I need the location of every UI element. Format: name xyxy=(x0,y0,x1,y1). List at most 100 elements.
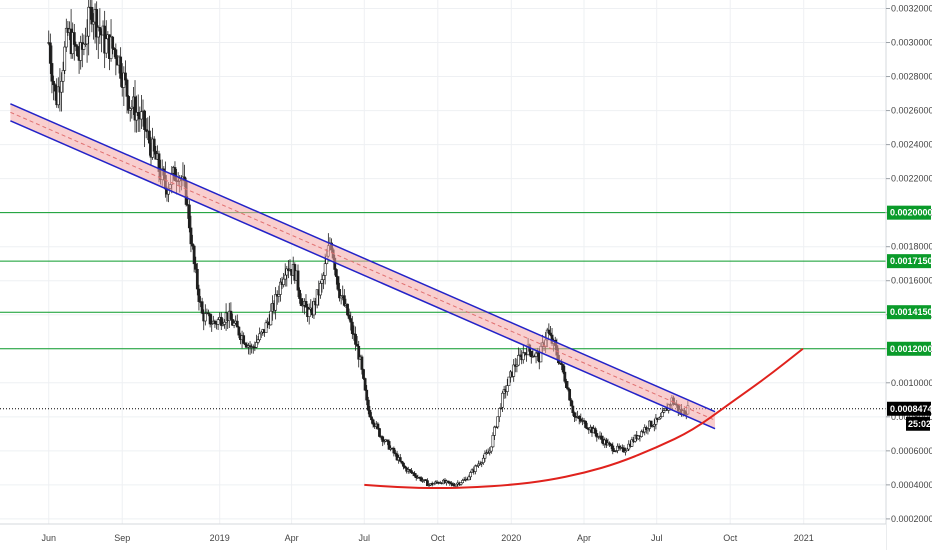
candle-body xyxy=(197,288,201,302)
candle-body xyxy=(143,110,147,130)
candle-body xyxy=(573,412,576,418)
candle-body xyxy=(210,323,214,325)
candles-layer xyxy=(47,0,690,489)
candle-body xyxy=(92,21,95,25)
price-axis[interactable]: 0.0032000 0.0030000 0.0028000 0.0026000 0.00… xyxy=(885,0,932,550)
candle-body xyxy=(579,418,583,422)
candle-body xyxy=(219,316,223,326)
trend-channel-layer[interactable] xyxy=(10,103,716,430)
price-tick-label: 0.0006000 xyxy=(891,446,932,456)
price-tick-label: 0.0022000 xyxy=(891,174,932,184)
candle-body xyxy=(96,27,100,38)
candle-body xyxy=(376,423,380,429)
candle-body xyxy=(611,445,615,452)
candle-body xyxy=(135,112,139,121)
candle-body xyxy=(378,428,381,437)
level-price-label[interactable]: 0.0012000 xyxy=(890,344,932,354)
candle-body xyxy=(593,428,597,434)
time-tick-label: 2020 xyxy=(501,533,521,543)
candle-body xyxy=(394,452,397,455)
candle-body xyxy=(370,416,373,421)
candle-body xyxy=(577,415,581,420)
candle-body xyxy=(264,322,268,333)
time-tick-label: 2021 xyxy=(794,533,814,543)
level-price-label[interactable]: 0.0020000 xyxy=(890,208,932,218)
candle-body xyxy=(76,46,79,57)
candle-body xyxy=(144,129,148,132)
candle-body xyxy=(534,352,538,357)
time-axis[interactable]: Jun Sep 2019 Apr Jul Oct 2020 Apr Jul Oct 2021 xyxy=(0,523,886,550)
candle-body xyxy=(133,96,137,121)
candle-body xyxy=(386,439,389,442)
candle-body xyxy=(515,364,519,367)
time-tick-label: Jul xyxy=(359,533,371,543)
candle-body xyxy=(402,462,405,467)
time-tick-label: Oct xyxy=(723,533,738,543)
candle-body xyxy=(558,362,562,364)
candle-body xyxy=(478,463,482,465)
candle-body xyxy=(529,351,533,358)
candle-body xyxy=(191,243,194,247)
candle-body xyxy=(505,385,509,392)
candle-body xyxy=(136,112,140,116)
level-price-label[interactable]: 0.0014150 xyxy=(890,307,932,317)
candle-body xyxy=(64,27,68,48)
candle-body xyxy=(624,450,627,453)
candle-body xyxy=(403,466,407,469)
time-tick-label: Apr xyxy=(577,533,591,543)
candle-body xyxy=(104,38,108,54)
candle-body xyxy=(512,364,516,377)
candle-body xyxy=(477,463,480,466)
candle-body xyxy=(203,313,207,322)
bar-countdown-label: 25:02 xyxy=(908,419,931,429)
candle-body xyxy=(85,35,89,45)
candle-body xyxy=(285,268,289,276)
level-price-label[interactable]: 0.0017150 xyxy=(890,256,932,266)
candle-body xyxy=(216,319,220,325)
price-tick-label: 0.0010000 xyxy=(891,378,932,388)
candle-body xyxy=(469,472,472,478)
candle-body xyxy=(152,138,156,152)
time-tick-label: 2019 xyxy=(210,533,230,543)
candle-body xyxy=(125,79,129,97)
time-tick-label: Sep xyxy=(114,533,130,543)
time-tick-label: Apr xyxy=(285,533,299,543)
candle-body xyxy=(392,447,396,454)
candle-body xyxy=(571,405,575,414)
price-tick-label: 0.0016000 xyxy=(891,276,932,286)
candle-body xyxy=(483,453,487,459)
candle-body xyxy=(213,320,217,324)
candle-body xyxy=(63,46,67,71)
rounded-bottom-curve[interactable] xyxy=(364,347,804,490)
candle-body xyxy=(489,446,493,452)
trend-channel-upper-line[interactable] xyxy=(10,103,716,413)
price-tick-label: 0.0018000 xyxy=(891,242,932,252)
time-tick-label: Jul xyxy=(651,533,663,543)
horizontal-levels-layer xyxy=(0,212,886,410)
candle-body xyxy=(662,410,666,413)
candle-body xyxy=(646,428,650,431)
candle-body xyxy=(60,81,63,93)
candle-body xyxy=(322,275,325,280)
candle-body xyxy=(195,268,199,290)
trend-channel-lower-line[interactable] xyxy=(10,120,716,430)
candle-body xyxy=(323,263,327,276)
curve-layer[interactable] xyxy=(364,347,804,490)
candle-body xyxy=(448,481,452,484)
candle-body xyxy=(414,475,418,478)
current-price-label[interactable]: 0.0008474 xyxy=(890,404,932,414)
candle-body xyxy=(147,130,151,144)
candle-body xyxy=(282,278,286,285)
candle-body xyxy=(461,480,464,484)
candle-body xyxy=(651,425,655,428)
current-price-label-background xyxy=(887,401,931,416)
candle-body xyxy=(347,314,351,319)
candle-body xyxy=(494,426,498,429)
candle-body xyxy=(568,389,572,401)
candle-body xyxy=(549,332,552,336)
candle-body xyxy=(614,450,618,452)
candle-body xyxy=(584,420,588,428)
candle-body xyxy=(488,450,492,453)
